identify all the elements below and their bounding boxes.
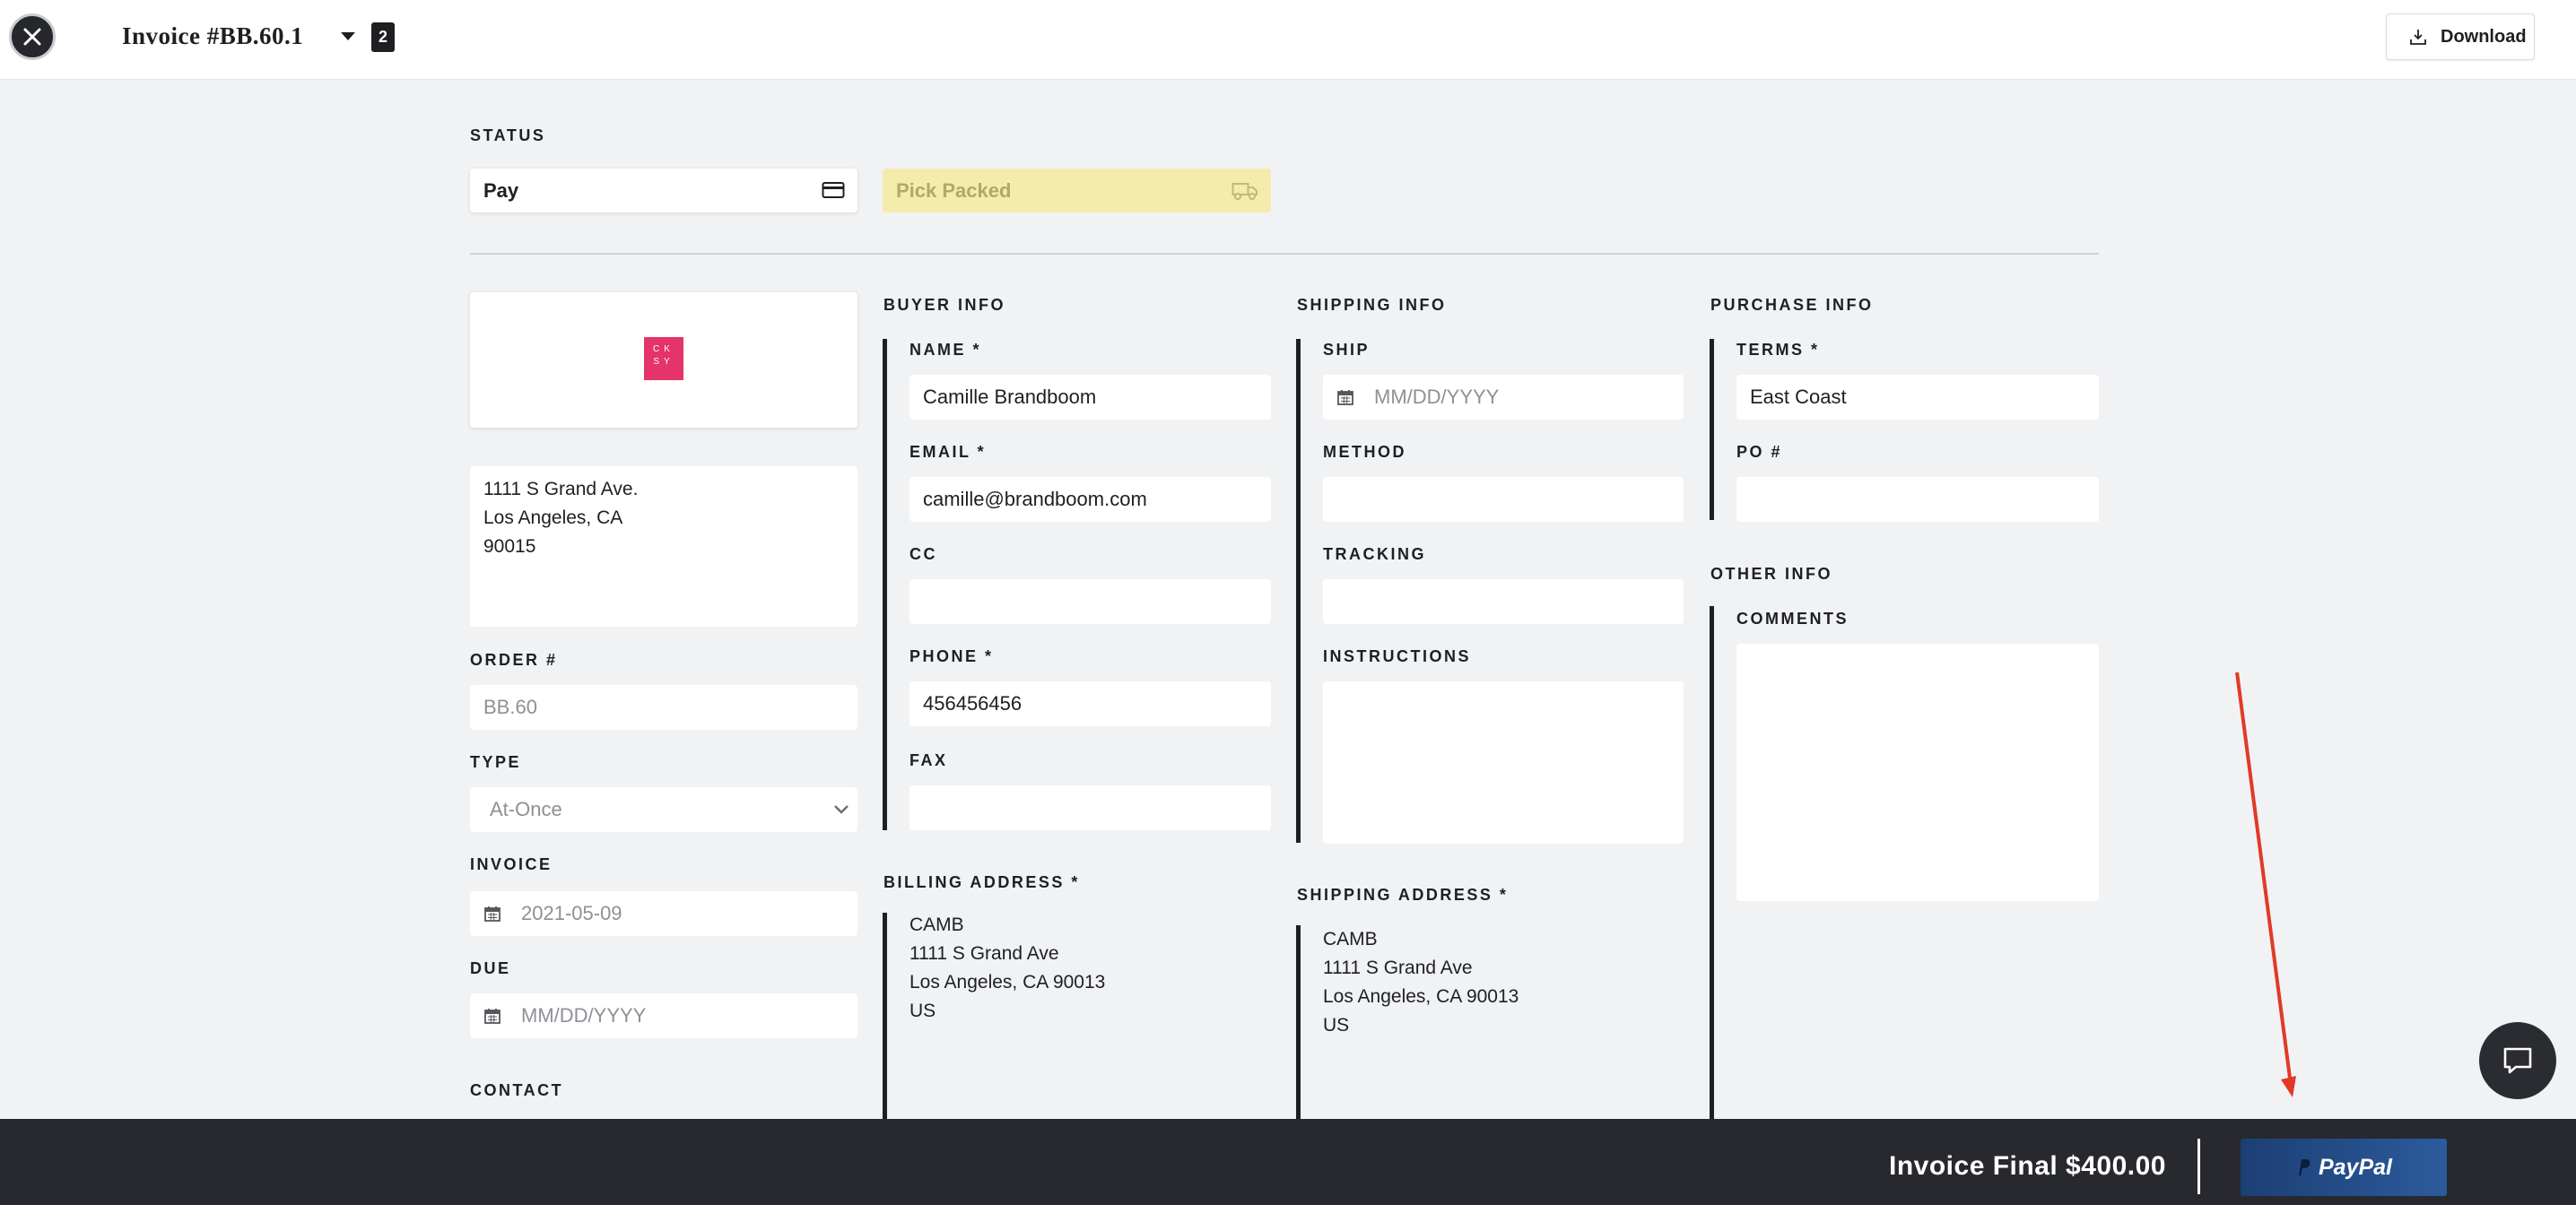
page-title: Invoice #BB.60.1 — [122, 22, 304, 49]
section-divider — [470, 253, 2099, 255]
comments-label: COMMENTS — [1736, 610, 1849, 628]
paypal-icon — [2298, 1159, 2311, 1175]
billing-address[interactable]: CAMB 1111 S Grand Ave Los Angeles, CA 90… — [909, 915, 1106, 1021]
pay-status-select[interactable]: Pay — [470, 169, 857, 212]
footer-divider — [2197, 1139, 2200, 1194]
name-label: NAME * — [909, 341, 982, 359]
purchase-info-heading: PURCHASE INFO — [1710, 296, 1874, 314]
credit-card-icon — [822, 182, 845, 198]
pick-packed-value: Pick Packed — [896, 178, 1012, 202]
billing-address-rule — [883, 913, 887, 1119]
calendar-icon — [484, 1009, 500, 1024]
method-input[interactable] — [1323, 477, 1684, 522]
po-number-label: PO # — [1736, 443, 1783, 461]
order-number-label: ORDER # — [470, 651, 558, 669]
paypal-button[interactable]: PayPal — [2241, 1139, 2447, 1196]
buyer-info-heading: BUYER INFO — [883, 296, 1006, 314]
annotation-arrow — [2235, 672, 2296, 1097]
company-address: 1111 S Grand Ave. Los Angeles, CA 90015 — [483, 479, 639, 557]
method-label: METHOD — [1323, 443, 1406, 461]
company-logo: CK SY — [644, 337, 683, 380]
fax-label: FAX — [909, 751, 948, 769]
po-number-input[interactable] — [1736, 477, 2099, 522]
terms-select[interactable]: East Coast — [1736, 375, 2099, 420]
buyer-info-rule — [883, 339, 887, 830]
status-label: STATUS — [470, 126, 546, 144]
cc-label: CC — [909, 545, 937, 563]
type-label: TYPE — [470, 753, 522, 771]
terms-label: TERMS * — [1736, 341, 1820, 359]
phone-input[interactable]: 456456456 — [909, 681, 1271, 726]
truck-icon — [1231, 183, 1258, 200]
other-info-heading: OTHER INFO — [1710, 565, 1832, 583]
email-label: EMAIL * — [909, 443, 987, 461]
instructions-label: INSTRUCTIONS — [1323, 647, 1471, 665]
chat-icon — [2503, 1047, 2532, 1074]
due-date-label: DUE — [470, 959, 511, 977]
name-input[interactable]: Camille Brandboom — [909, 375, 1271, 420]
pick-packed-status[interactable]: Pick Packed — [883, 169, 1271, 212]
company-logo-card[interactable]: CK SY — [470, 292, 857, 428]
ship-date-input[interactable]: MM/DD/YYYY — [1323, 375, 1684, 420]
shipping-info-rule — [1296, 339, 1301, 843]
ship-date-label: SHIP — [1323, 341, 1371, 359]
shipping-address-rule — [1296, 925, 1301, 1119]
download-button[interactable]: Download — [2386, 13, 2535, 60]
purchase-info-rule — [1710, 339, 1714, 520]
paypal-label: PayPal — [2318, 1154, 2392, 1180]
download-label: Download — [2441, 26, 2527, 47]
download-icon — [2410, 30, 2426, 45]
company-address-field[interactable]: 1111 S Grand Ave. Los Angeles, CA 90015 — [470, 466, 857, 627]
close-button[interactable] — [9, 13, 56, 60]
contact-label: CONTACT — [470, 1081, 564, 1099]
shipping-address[interactable]: CAMB 1111 S Grand Ave Los Angeles, CA 90… — [1323, 929, 1519, 1036]
shipping-address-heading: SHIPPING ADDRESS * — [1297, 886, 1509, 904]
version-badge: 2 — [371, 22, 395, 52]
order-number-input[interactable]: BB.60 — [470, 685, 857, 730]
email-input[interactable]: camille@brandboom.com — [909, 477, 1271, 522]
due-date-input[interactable]: MM/DD/YYYY — [470, 993, 857, 1038]
close-icon — [23, 28, 41, 46]
cc-input[interactable] — [909, 579, 1271, 624]
invoice-final-total: Invoice Final $400.00 — [1889, 1151, 2166, 1181]
invoice-date-value: 2021-05-09 — [521, 902, 622, 924]
ship-date-placeholder: MM/DD/YYYY — [1374, 386, 1500, 408]
fax-input[interactable] — [909, 785, 1271, 830]
invoice-date-label: INVOICE — [470, 855, 553, 873]
other-info-rule — [1710, 606, 1714, 1119]
type-value: At-Once — [490, 798, 562, 820]
due-date-placeholder: MM/DD/YYYY — [521, 1004, 647, 1027]
tracking-label: TRACKING — [1323, 545, 1426, 563]
chevron-down-icon — [834, 805, 849, 814]
shipping-info-heading: SHIPPING INFO — [1297, 296, 1447, 314]
invoice-date-input[interactable]: 2021-05-09 — [470, 891, 857, 936]
chat-button[interactable] — [2479, 1022, 2556, 1099]
pay-status-value: Pay — [483, 178, 519, 202]
instructions-textarea[interactable] — [1323, 681, 1684, 844]
billing-address-heading: BILLING ADDRESS * — [883, 873, 1080, 891]
type-select[interactable]: At-Once — [470, 787, 857, 832]
tracking-input[interactable] — [1323, 579, 1684, 624]
comments-textarea[interactable] — [1736, 644, 2099, 901]
chevron-down-icon[interactable] — [341, 32, 355, 40]
top-bar: Invoice #BB.60.1 2 Download — [0, 0, 2576, 80]
calendar-icon — [484, 906, 500, 922]
calendar-icon — [1337, 390, 1353, 405]
phone-label: PHONE * — [909, 647, 994, 665]
bottom-bar — [0, 1119, 2576, 1205]
